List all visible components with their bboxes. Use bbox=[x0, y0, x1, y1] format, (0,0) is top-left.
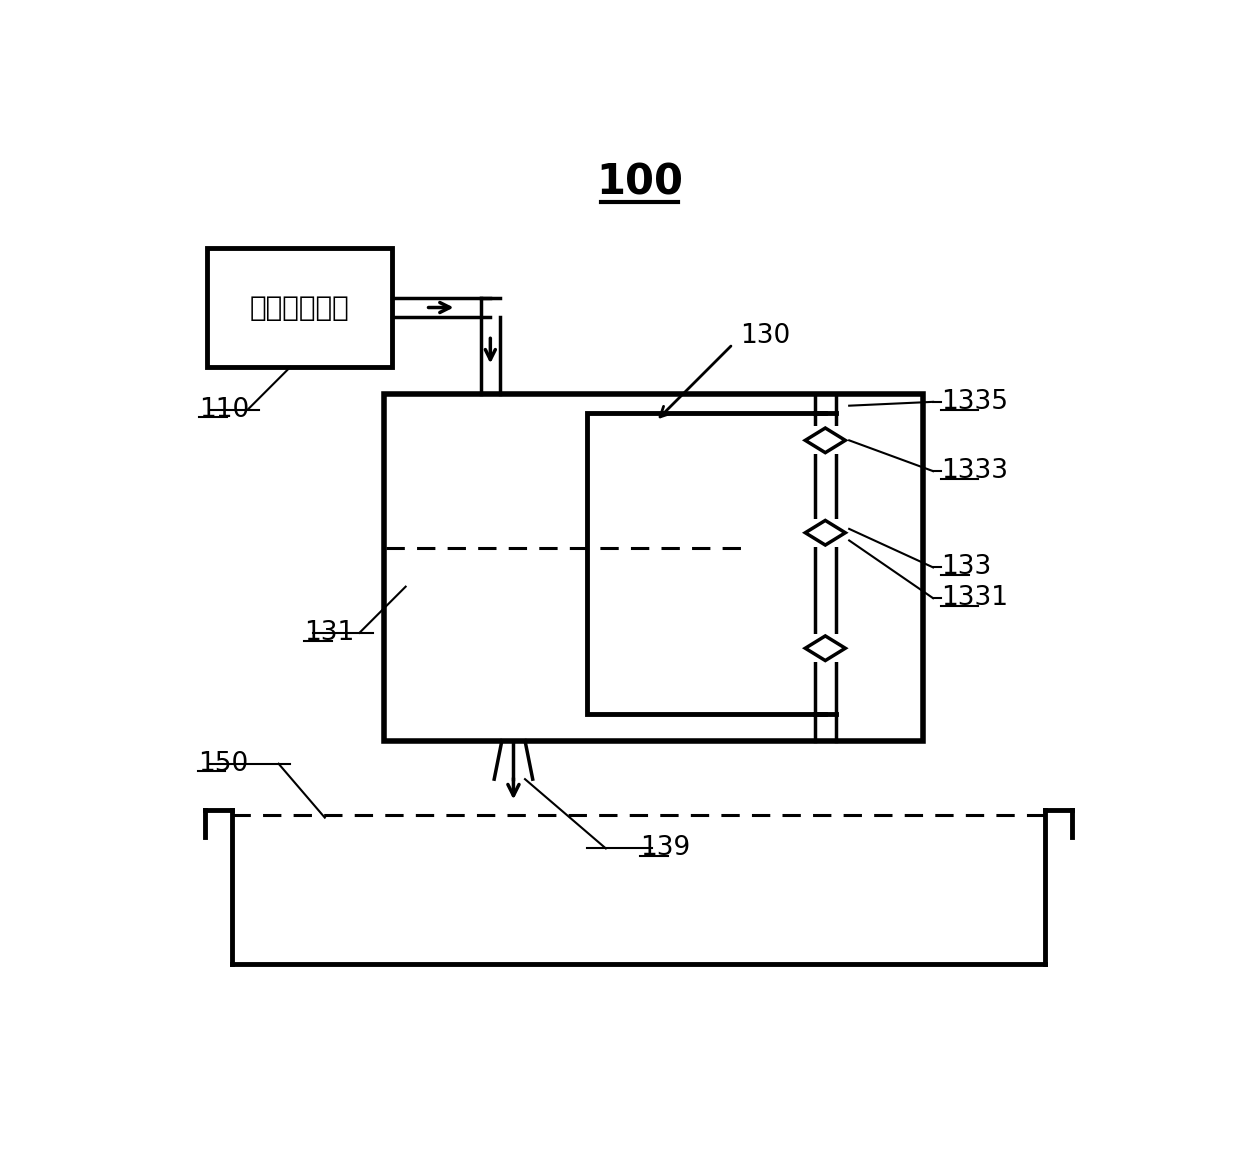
Text: 1333: 1333 bbox=[940, 459, 1008, 484]
Text: 1335: 1335 bbox=[940, 389, 1008, 414]
Polygon shape bbox=[806, 428, 846, 453]
Bar bbox=[587, 413, 826, 714]
Text: 110: 110 bbox=[200, 397, 250, 422]
Bar bbox=[207, 247, 392, 368]
Text: 139: 139 bbox=[641, 836, 691, 861]
Text: 150: 150 bbox=[197, 750, 249, 777]
Text: 100: 100 bbox=[596, 161, 683, 203]
Polygon shape bbox=[806, 520, 846, 545]
Bar bbox=[385, 394, 923, 741]
Text: 集中供液装置: 集中供液装置 bbox=[250, 294, 350, 322]
Bar bbox=[590, 548, 822, 711]
Bar bbox=[387, 548, 921, 738]
Bar bbox=[236, 815, 1042, 960]
Text: 1331: 1331 bbox=[940, 585, 1008, 612]
Text: 131: 131 bbox=[304, 620, 355, 645]
Bar bbox=[804, 635, 847, 662]
Bar bbox=[814, 397, 836, 738]
Text: 130: 130 bbox=[741, 323, 791, 349]
Bar bbox=[804, 426, 847, 454]
Bar bbox=[804, 519, 847, 546]
Polygon shape bbox=[806, 636, 846, 661]
Text: 133: 133 bbox=[940, 554, 990, 580]
